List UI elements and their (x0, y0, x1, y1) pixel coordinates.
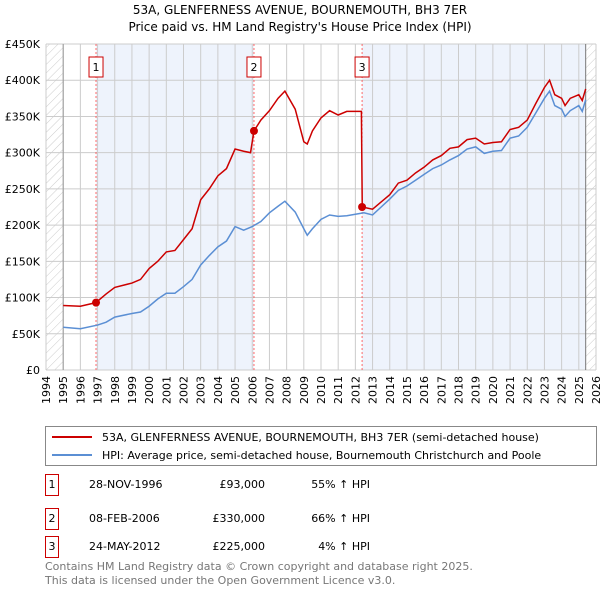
hatched-region-before-data (46, 44, 64, 370)
x-tick-label: 2001 (160, 376, 173, 404)
y-tick-label: £250K (5, 183, 41, 196)
x-tick-label: 2007 (263, 376, 276, 404)
x-tick-label: 2004 (212, 376, 225, 404)
hpi-line (63, 89, 587, 330)
sale-hpi-diff: 66% ↑ HPI (311, 512, 370, 525)
legend-swatch-blue (52, 454, 92, 456)
sale-point (358, 203, 367, 211)
legend-swatch-red (52, 436, 92, 438)
chart-title: 53A, GLENFERNESS AVENUE, BOURNEMOUTH, BH… (132, 3, 468, 17)
shaded-ownership-period (362, 44, 586, 370)
x-tick-label: 2023 (538, 376, 551, 404)
chart-subtitle: Price paid vs. HM Land Registry's House … (128, 20, 472, 34)
x-tick-label: 2009 (298, 376, 311, 404)
sale-point (92, 298, 101, 307)
y-tick-label: £400K (5, 74, 41, 87)
sale-number-box: 3 (45, 536, 59, 558)
y-tick-label: £450K (5, 38, 41, 51)
sale-price: £225,000 (212, 540, 266, 553)
x-tick-label: 2026 (590, 376, 600, 404)
x-tick-label: 2010 (315, 376, 328, 404)
x-tick-label: 2014 (384, 376, 397, 404)
legend-item-hpi: HPI: Average price, semi-detached house,… (52, 446, 541, 464)
x-tick-label: 2002 (178, 376, 191, 404)
x-tick-label: 2003 (195, 376, 208, 404)
x-tick-label: 2016 (418, 376, 431, 404)
x-tick-label: 2012 (349, 376, 362, 404)
sale-hpi-diff: 4% ↑ HPI (318, 540, 370, 553)
x-tick-label: 2021 (504, 376, 517, 404)
x-tick-label: 2025 (573, 376, 586, 404)
x-tick-label: 1994 (40, 376, 53, 404)
sale-date: 08-FEB-2006 (89, 512, 160, 525)
x-tick-label: 2005 (229, 376, 242, 404)
x-tick-label: 2020 (487, 376, 500, 404)
sale-label-box (88, 56, 104, 78)
legend-item-property: 53A, GLENFERNESS AVENUE, BOURNEMOUTH, BH… (52, 428, 539, 446)
x-tick-label: 2015 (401, 376, 414, 404)
y-tick-label: £200K (5, 219, 41, 232)
sale-label-box (246, 56, 262, 78)
sale-label-number: 1 (93, 61, 100, 74)
x-tick-label: 1999 (126, 376, 139, 404)
sale-date: 24-MAY-2012 (89, 540, 161, 553)
sale-number-box: 1 (45, 474, 59, 496)
y-tick-label: £300K (5, 147, 41, 160)
x-tick-label: 2019 (470, 376, 483, 404)
x-tick-label: 2017 (435, 376, 448, 404)
sale-price: £330,000 (212, 512, 266, 525)
x-tick-label: 2013 (367, 376, 380, 404)
y-tick-label: £100K (5, 292, 41, 305)
x-tick-label: 1998 (109, 376, 122, 404)
x-tick-label: 1997 (92, 376, 105, 404)
hatched-region-after-data (585, 44, 596, 370)
sale-point (249, 126, 258, 135)
price-chart: 1994 1995 1996 1997 1998 1999 2000 2001 2002 2003… (5, 38, 600, 404)
y-tick-label: £50K (12, 328, 41, 341)
sale-label-box (354, 56, 370, 78)
sale-label-number: 2 (250, 61, 257, 74)
shaded-ownership-period (96, 44, 254, 370)
x-tick-label: 1995 (57, 376, 70, 404)
x-tick-label: 2011 (332, 376, 345, 404)
sale-date: 28-NOV-1996 (89, 478, 163, 491)
footer-line-1: Contains HM Land Registry data © Crown c… (45, 560, 473, 573)
sale-hpi-diff: 55% ↑ HPI (311, 478, 370, 491)
sale-label-number: 3 (359, 61, 366, 74)
x-tick-label: 2008 (281, 376, 294, 404)
x-tick-label: 2024 (556, 376, 569, 404)
sale-price: £93,000 (219, 478, 266, 491)
x-tick-label: 1996 (74, 376, 87, 404)
legend-label: 53A, GLENFERNESS AVENUE, BOURNEMOUTH, BH… (102, 430, 539, 444)
y-tick-label: £350K (5, 110, 41, 123)
x-tick-label: 2006 (246, 376, 259, 404)
legend-label: HPI: Average price, semi-detached house,… (102, 448, 542, 462)
property-price-line (63, 78, 587, 308)
x-tick-label: 2000 (143, 376, 156, 404)
footer-line-2: This data is licensed under the Open Gov… (45, 574, 396, 587)
sale-number-box: 2 (45, 508, 59, 530)
y-tick-label: £0 (26, 364, 40, 377)
x-tick-label: 2018 (453, 376, 466, 404)
legend: 53A, GLENFERNESS AVENUE, BOURNEMOUTH, BH… (45, 426, 597, 466)
x-tick-label: 2022 (521, 376, 534, 404)
y-tick-label: £150K (5, 255, 41, 268)
